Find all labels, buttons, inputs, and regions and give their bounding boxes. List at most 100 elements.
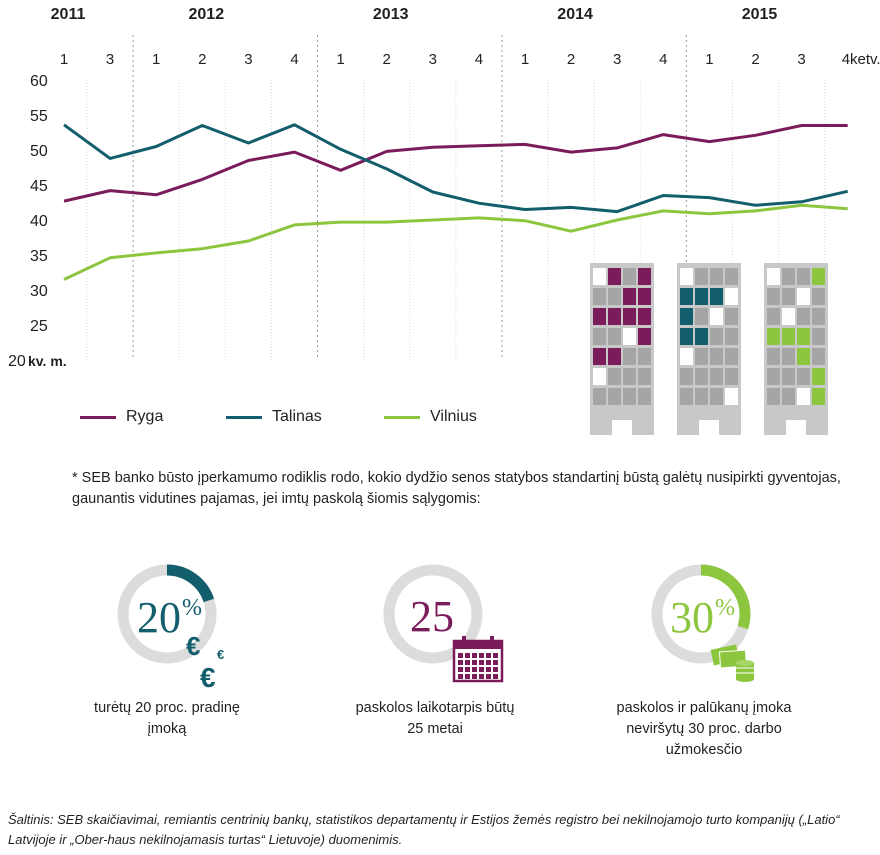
building-window (680, 388, 693, 405)
building-window (638, 308, 651, 325)
building-window (695, 328, 708, 345)
building-window (623, 268, 636, 285)
calendar-cell (458, 667, 463, 672)
line-chart: 25 30 35 40 45 50 55 60 20 kv. m. 2011 2012 2013 2014… (8, 6, 880, 435)
calendar-cell (458, 660, 463, 665)
building-window (593, 328, 606, 345)
percent-sign: % (182, 595, 202, 621)
building-window (812, 308, 825, 325)
legend-swatch-talinas (226, 415, 262, 419)
quarter-label: 4 (475, 51, 483, 68)
building-window (638, 368, 651, 385)
quarter-label: 4 (659, 51, 667, 68)
building-window (812, 368, 825, 385)
euro-icon-large: € (200, 662, 216, 693)
y-tick-label: 30 (30, 283, 48, 300)
y-unit-label: kv. m. (28, 353, 67, 369)
building-window (767, 388, 780, 405)
building-window (593, 348, 606, 365)
building-window (638, 388, 651, 405)
building-window (725, 368, 738, 385)
building-window (695, 268, 708, 285)
building-window (710, 328, 723, 345)
building-window (725, 328, 738, 345)
calendar-cell (486, 674, 491, 679)
building-window (797, 268, 810, 285)
legend-label-vilnius: Vilnius (430, 408, 477, 425)
building-window (680, 368, 693, 385)
building-window (812, 328, 825, 345)
building-door (786, 420, 806, 435)
building-window (710, 348, 723, 365)
caption-line: užmokesčio (665, 742, 743, 758)
legend-label-talinas: Talinas (272, 408, 322, 425)
building-window (695, 388, 708, 405)
calendar-cell (479, 660, 484, 665)
building-window (638, 348, 651, 365)
building-window (782, 388, 795, 405)
quarter-label: 1 (521, 51, 529, 68)
caption-line: turėtų 20 proc. pradinę (94, 700, 240, 716)
calendar-cell (465, 653, 470, 658)
big-number-25: 25 (410, 592, 454, 641)
building-window (710, 308, 723, 325)
chart-axes: 25 30 35 40 45 50 55 60 20 kv. m. 2011 2012 2013 2014… (8, 6, 880, 370)
building-window (623, 348, 636, 365)
building-window (782, 288, 795, 305)
building-icon (677, 263, 741, 435)
building-window (695, 288, 708, 305)
caption-line: 25 metai (407, 721, 463, 737)
calendar-cell (493, 674, 498, 679)
quarter-label: 1 (60, 51, 68, 68)
big-number-20: 20 (137, 593, 181, 642)
calendar-cell (486, 653, 491, 658)
building-window (725, 348, 738, 365)
quarter-label: 2 (567, 51, 575, 68)
calendar-cell (458, 653, 463, 658)
building-window (710, 268, 723, 285)
y-tick-label: 55 (30, 108, 48, 125)
building-window (623, 308, 636, 325)
calendar-cell (479, 653, 484, 658)
building-window (710, 388, 723, 405)
year-label: 2012 (189, 6, 225, 23)
building-window (593, 388, 606, 405)
caption-line: įmoką (147, 721, 187, 737)
calendar-cell (479, 674, 484, 679)
building-window (767, 268, 780, 285)
building-window (782, 308, 795, 325)
quarter-label: 1 (336, 51, 344, 68)
quarter-label: 3 (106, 51, 114, 68)
source-note: Šaltinis: SEB skaičiavimai, remiantis ce… (8, 812, 840, 847)
quarter-label: 4ketv. (842, 51, 880, 68)
building-window (593, 308, 606, 325)
building-door (612, 420, 632, 435)
building-window (797, 348, 810, 365)
y-tick-label: 60 (30, 73, 48, 90)
building-window (767, 308, 780, 325)
year-label: 2015 (742, 6, 778, 23)
building-window (812, 288, 825, 305)
building-window (623, 368, 636, 385)
calendar-cell (493, 667, 498, 672)
building-window (638, 268, 651, 285)
building-window (710, 288, 723, 305)
building-window (725, 268, 738, 285)
building-window (695, 308, 708, 325)
building-window (767, 288, 780, 305)
building-window (797, 388, 810, 405)
building-window (593, 368, 606, 385)
calendar-cell (458, 674, 463, 679)
condition-down-payment: 20 % € € € (117, 564, 224, 693)
euro-icon-small: € (217, 647, 224, 662)
caption-line: neviršytų 30 proc. darbo (626, 721, 782, 737)
caption-loan-term: paskolos laikotarpis būtų 25 metai (340, 698, 530, 740)
building-icon (590, 263, 654, 435)
building-window (782, 328, 795, 345)
year-label: 2014 (557, 6, 593, 23)
building-window (695, 368, 708, 385)
building-window (623, 388, 636, 405)
building-window (680, 328, 693, 345)
series-line-talinas (63, 123, 849, 214)
building-window (680, 348, 693, 365)
